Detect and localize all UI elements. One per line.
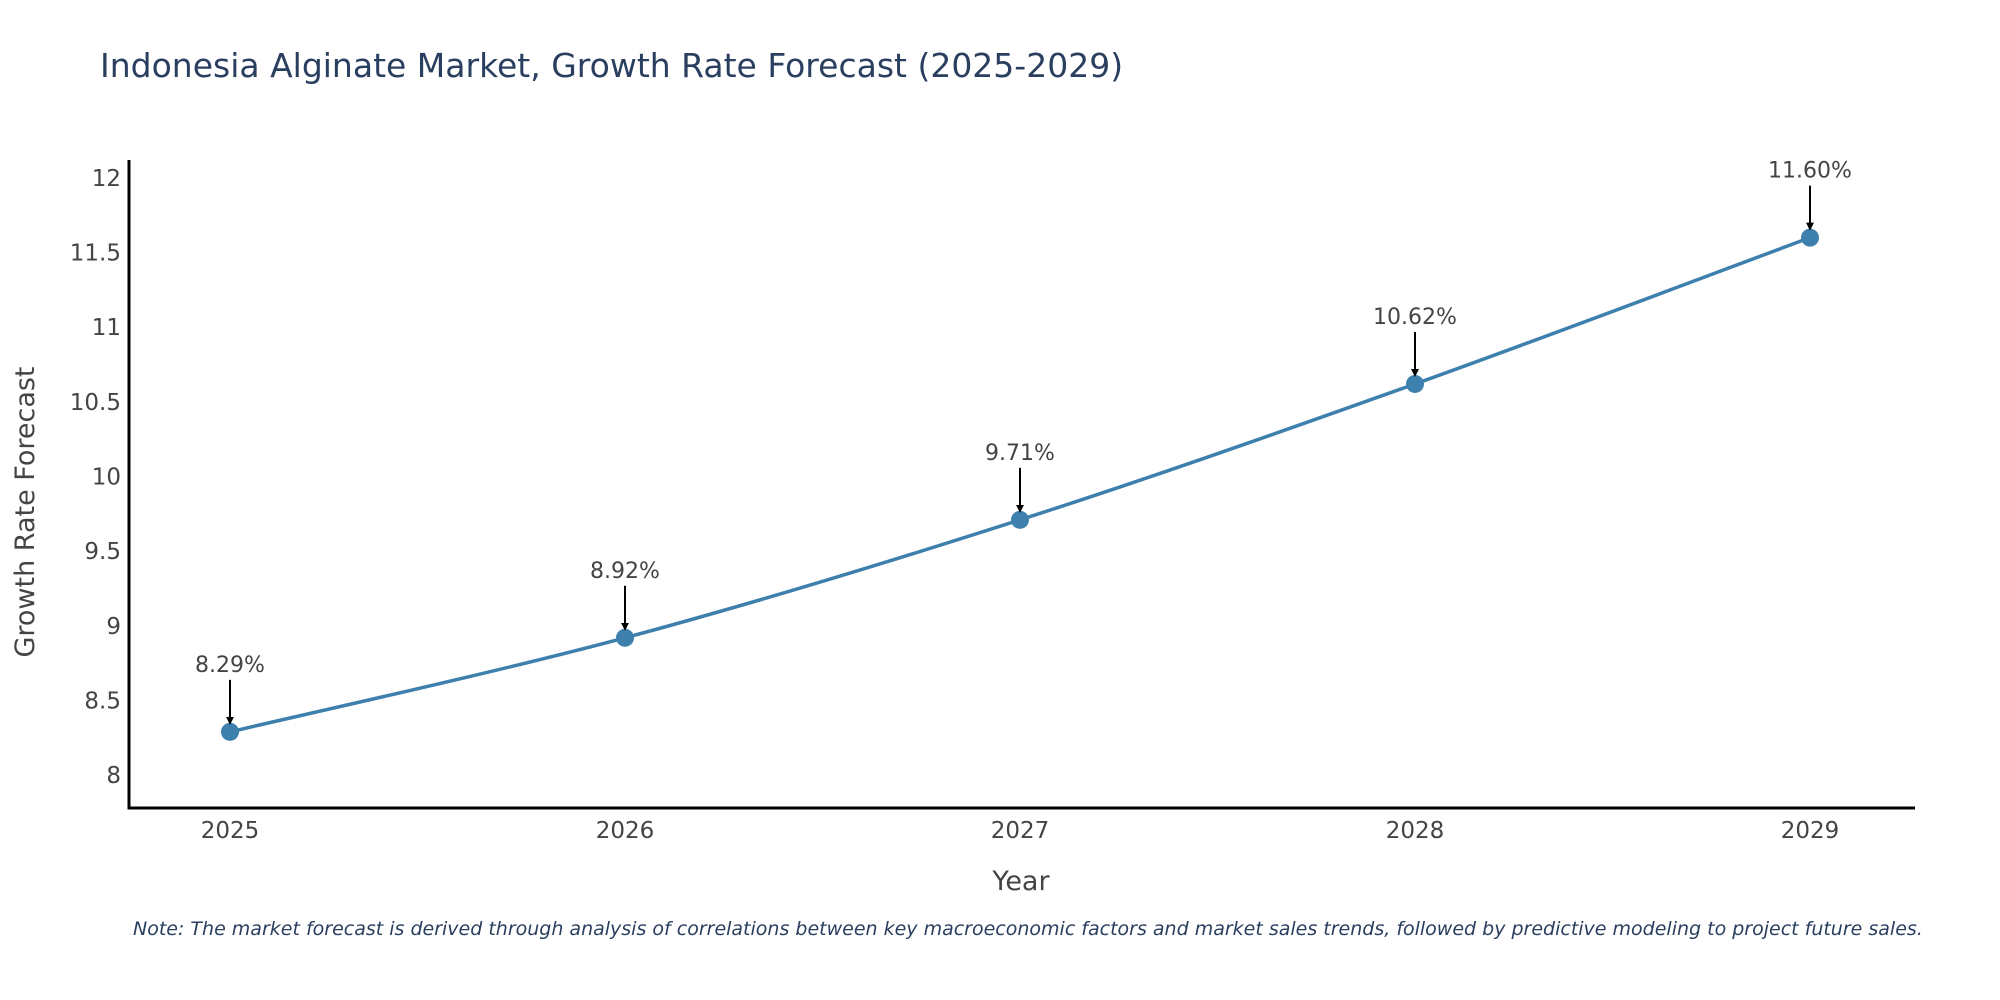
data-point	[616, 628, 634, 647]
x-tick-label: 2027	[991, 818, 1050, 844]
data-point	[1011, 510, 1029, 529]
chart-title: Indonesia Alginate Market, Growth Rate F…	[100, 46, 1124, 85]
x-axis-title: Year	[991, 866, 1050, 897]
y-tick-label: 12	[92, 166, 121, 192]
y-tick-label: 11.5	[70, 241, 121, 267]
x-tick-label: 2025	[201, 818, 260, 844]
data-label: 9.71%	[985, 441, 1055, 466]
x-tick-label: 2028	[1386, 818, 1445, 844]
data-point	[1801, 228, 1819, 247]
data-label: 10.62%	[1373, 305, 1457, 330]
data-label: 11.60%	[1768, 159, 1852, 184]
x-tick-label: 2029	[1781, 818, 1840, 844]
data-label: 8.29%	[195, 653, 265, 678]
y-axis-title: Growth Rate Forecast	[10, 366, 41, 657]
y-tick-label: 8.5	[84, 688, 121, 714]
x-tick-label: 2026	[596, 818, 655, 844]
data-label: 8.92%	[590, 559, 660, 584]
y-tick-label: 11	[92, 315, 121, 341]
y-tick-label: 10	[92, 465, 121, 491]
data-point	[1406, 374, 1424, 393]
y-tick-label: 8	[106, 763, 121, 789]
y-tick-label: 9.5	[84, 539, 121, 565]
chart-note: Note: The market forecast is derived thr…	[133, 918, 1923, 940]
y-tick-label: 9	[106, 614, 121, 640]
y-tick-label: 10.5	[70, 390, 121, 416]
data-point	[221, 722, 239, 741]
